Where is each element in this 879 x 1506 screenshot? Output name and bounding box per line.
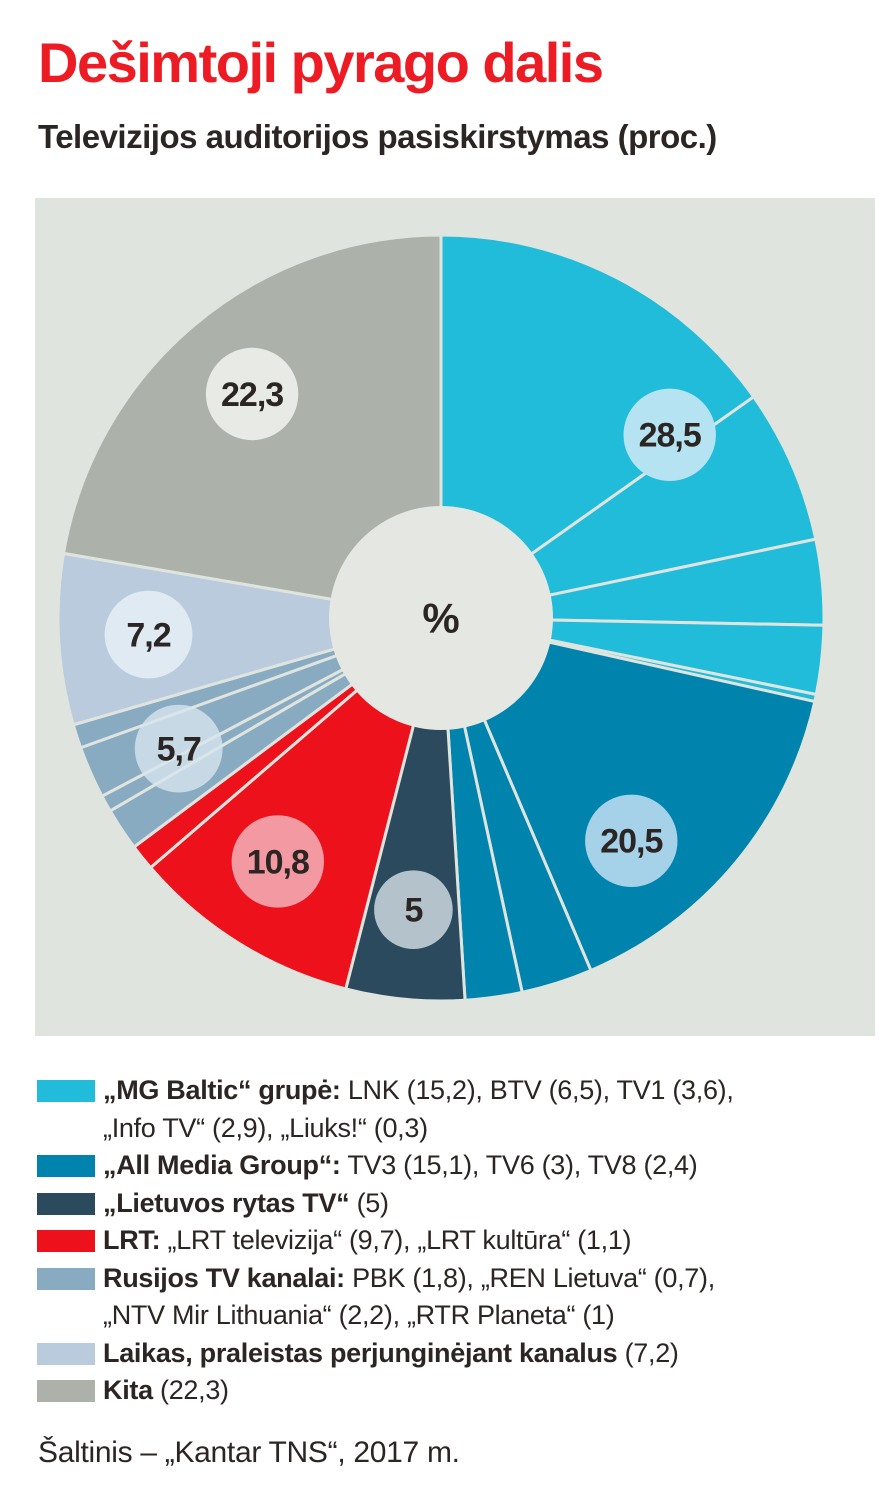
legend-group-name: „MG Baltic“ grupė:	[103, 1075, 341, 1105]
pie-chart: % 28,5 20,5 5 10,8 5,7 7,2 22,3	[56, 233, 826, 1003]
value-bubble-label-all-media-group: 20,5	[600, 823, 662, 861]
pie-center-hole	[329, 506, 553, 730]
legend-group-detail: (22,3)	[152, 1375, 229, 1405]
legend-swatch-6	[37, 1380, 95, 1402]
legend-group-detail: (7,2)	[617, 1337, 679, 1368]
legend-group-name: „Lietuvos rytas TV“	[103, 1187, 350, 1218]
value-bubble-lrt	[231, 815, 324, 908]
legend-group-name: „All Media Group“:	[103, 1150, 341, 1180]
value-bubble-label-lrt: 10,8	[247, 843, 309, 881]
legend-swatch-5	[37, 1342, 95, 1365]
legend-group-detail: „LRT televizija“ (9,7), „LRT kultūra“ (1…	[160, 1225, 632, 1255]
page-title: Dešimtoji pyrago dalis	[38, 31, 604, 94]
value-bubble-label-rusijos-tv-kanalai: 5,7	[157, 731, 201, 769]
legend-group-detail: LNK (15,2), BTV (6,5), TV1 (3,6),	[340, 1075, 734, 1105]
legend: „MG Baltic“ grupė: LNK (15,2), BTV (6,5)…	[35, 1072, 855, 1410]
legend-row-5: Rusijos TV kanalai: PBK (1,8), „REN Liet…	[35, 1260, 855, 1298]
pie-segment-lrt-televizija	[148, 613, 444, 991]
legend-swatch-3	[37, 1230, 95, 1252]
value-bubble-label-mg-baltic-grup: 28,5	[639, 417, 701, 455]
value-bubble-rusijos-tv-kanalai	[134, 704, 223, 793]
legend-row-8: Kita (22,3)	[35, 1372, 855, 1410]
chart-panel: % 28,5 20,5 5 10,8 5,7 7,2 22,3	[35, 198, 875, 1036]
value-bubble-laikas-praleistas-perjungin-jant-kanalus	[104, 590, 193, 679]
legend-swatch-4	[37, 1267, 95, 1290]
legend-row-2: „All Media Group“: TV3 (15,1), TV6 (3), …	[35, 1147, 855, 1185]
legend-group-name: Rusijos TV kanalai:	[103, 1262, 345, 1293]
value-bubble-lietuvos-rytas-tv	[374, 870, 453, 949]
legend-group-detail: „NTV Mir Lithuania“ (2,2), „RTR Planeta“…	[103, 1300, 615, 1330]
legend-swatch-1	[37, 1155, 95, 1177]
legend-group-name: LRT:	[103, 1225, 161, 1255]
value-bubble-all-media-group	[585, 794, 678, 887]
legend-row-7: Laikas, praleistas perjunginėjant kanalu…	[35, 1335, 855, 1373]
legend-row-3: „Lietuvos rytas TV“ (5)	[35, 1185, 855, 1223]
legend-group-name: Laikas, praleistas perjunginėjant kanalu…	[103, 1337, 618, 1368]
value-bubble-label-kita: 22,3	[221, 376, 283, 414]
legend-swatch-0	[37, 1080, 95, 1102]
legend-group-detail: „Info TV“ (2,9), „Liuks!“ (0,3)	[103, 1112, 428, 1143]
legend-group-detail: TV3 (15,1), TV6 (3), TV8 (2,4)	[340, 1150, 698, 1180]
legend-row-4: LRT: „LRT televizija“ (9,7), „LRT kultūr…	[35, 1222, 855, 1260]
legend-row-6: „NTV Mir Lithuania“ (2,2), „RTR Planeta“…	[35, 1297, 855, 1335]
legend-swatch-2	[37, 1192, 95, 1215]
value-bubble-mg-baltic-grup	[623, 388, 716, 481]
pie-segment-lnk	[439, 233, 756, 621]
pie-center-label: %	[422, 595, 459, 642]
value-bubble-label-laikas-praleistas-perjungin-jant-kanalus: 7,2	[126, 617, 170, 655]
value-bubble-label-lietuvos-rytas-tv: 5	[404, 892, 422, 930]
legend-row-1: „Info TV“ (2,9), „Liuks!“ (0,3)	[35, 1110, 855, 1148]
legend-group-detail: PBK (1,8), „REN Lietuva“ (0,7),	[344, 1262, 715, 1293]
page-subtitle: Televizijos auditorijos pasiskirstymas (…	[38, 118, 717, 155]
legend-group-detail: (5)	[349, 1187, 389, 1218]
source-note: Šaltinis – „Kantar TNS“, 2017 m.	[38, 1436, 460, 1469]
legend-group-name: Kita	[103, 1375, 153, 1405]
value-bubble-kita	[205, 347, 299, 441]
pie-segment-tv3	[438, 615, 817, 973]
legend-row-0: „MG Baltic“ grupė: LNK (15,2), BTV (6,5)…	[35, 1072, 855, 1110]
